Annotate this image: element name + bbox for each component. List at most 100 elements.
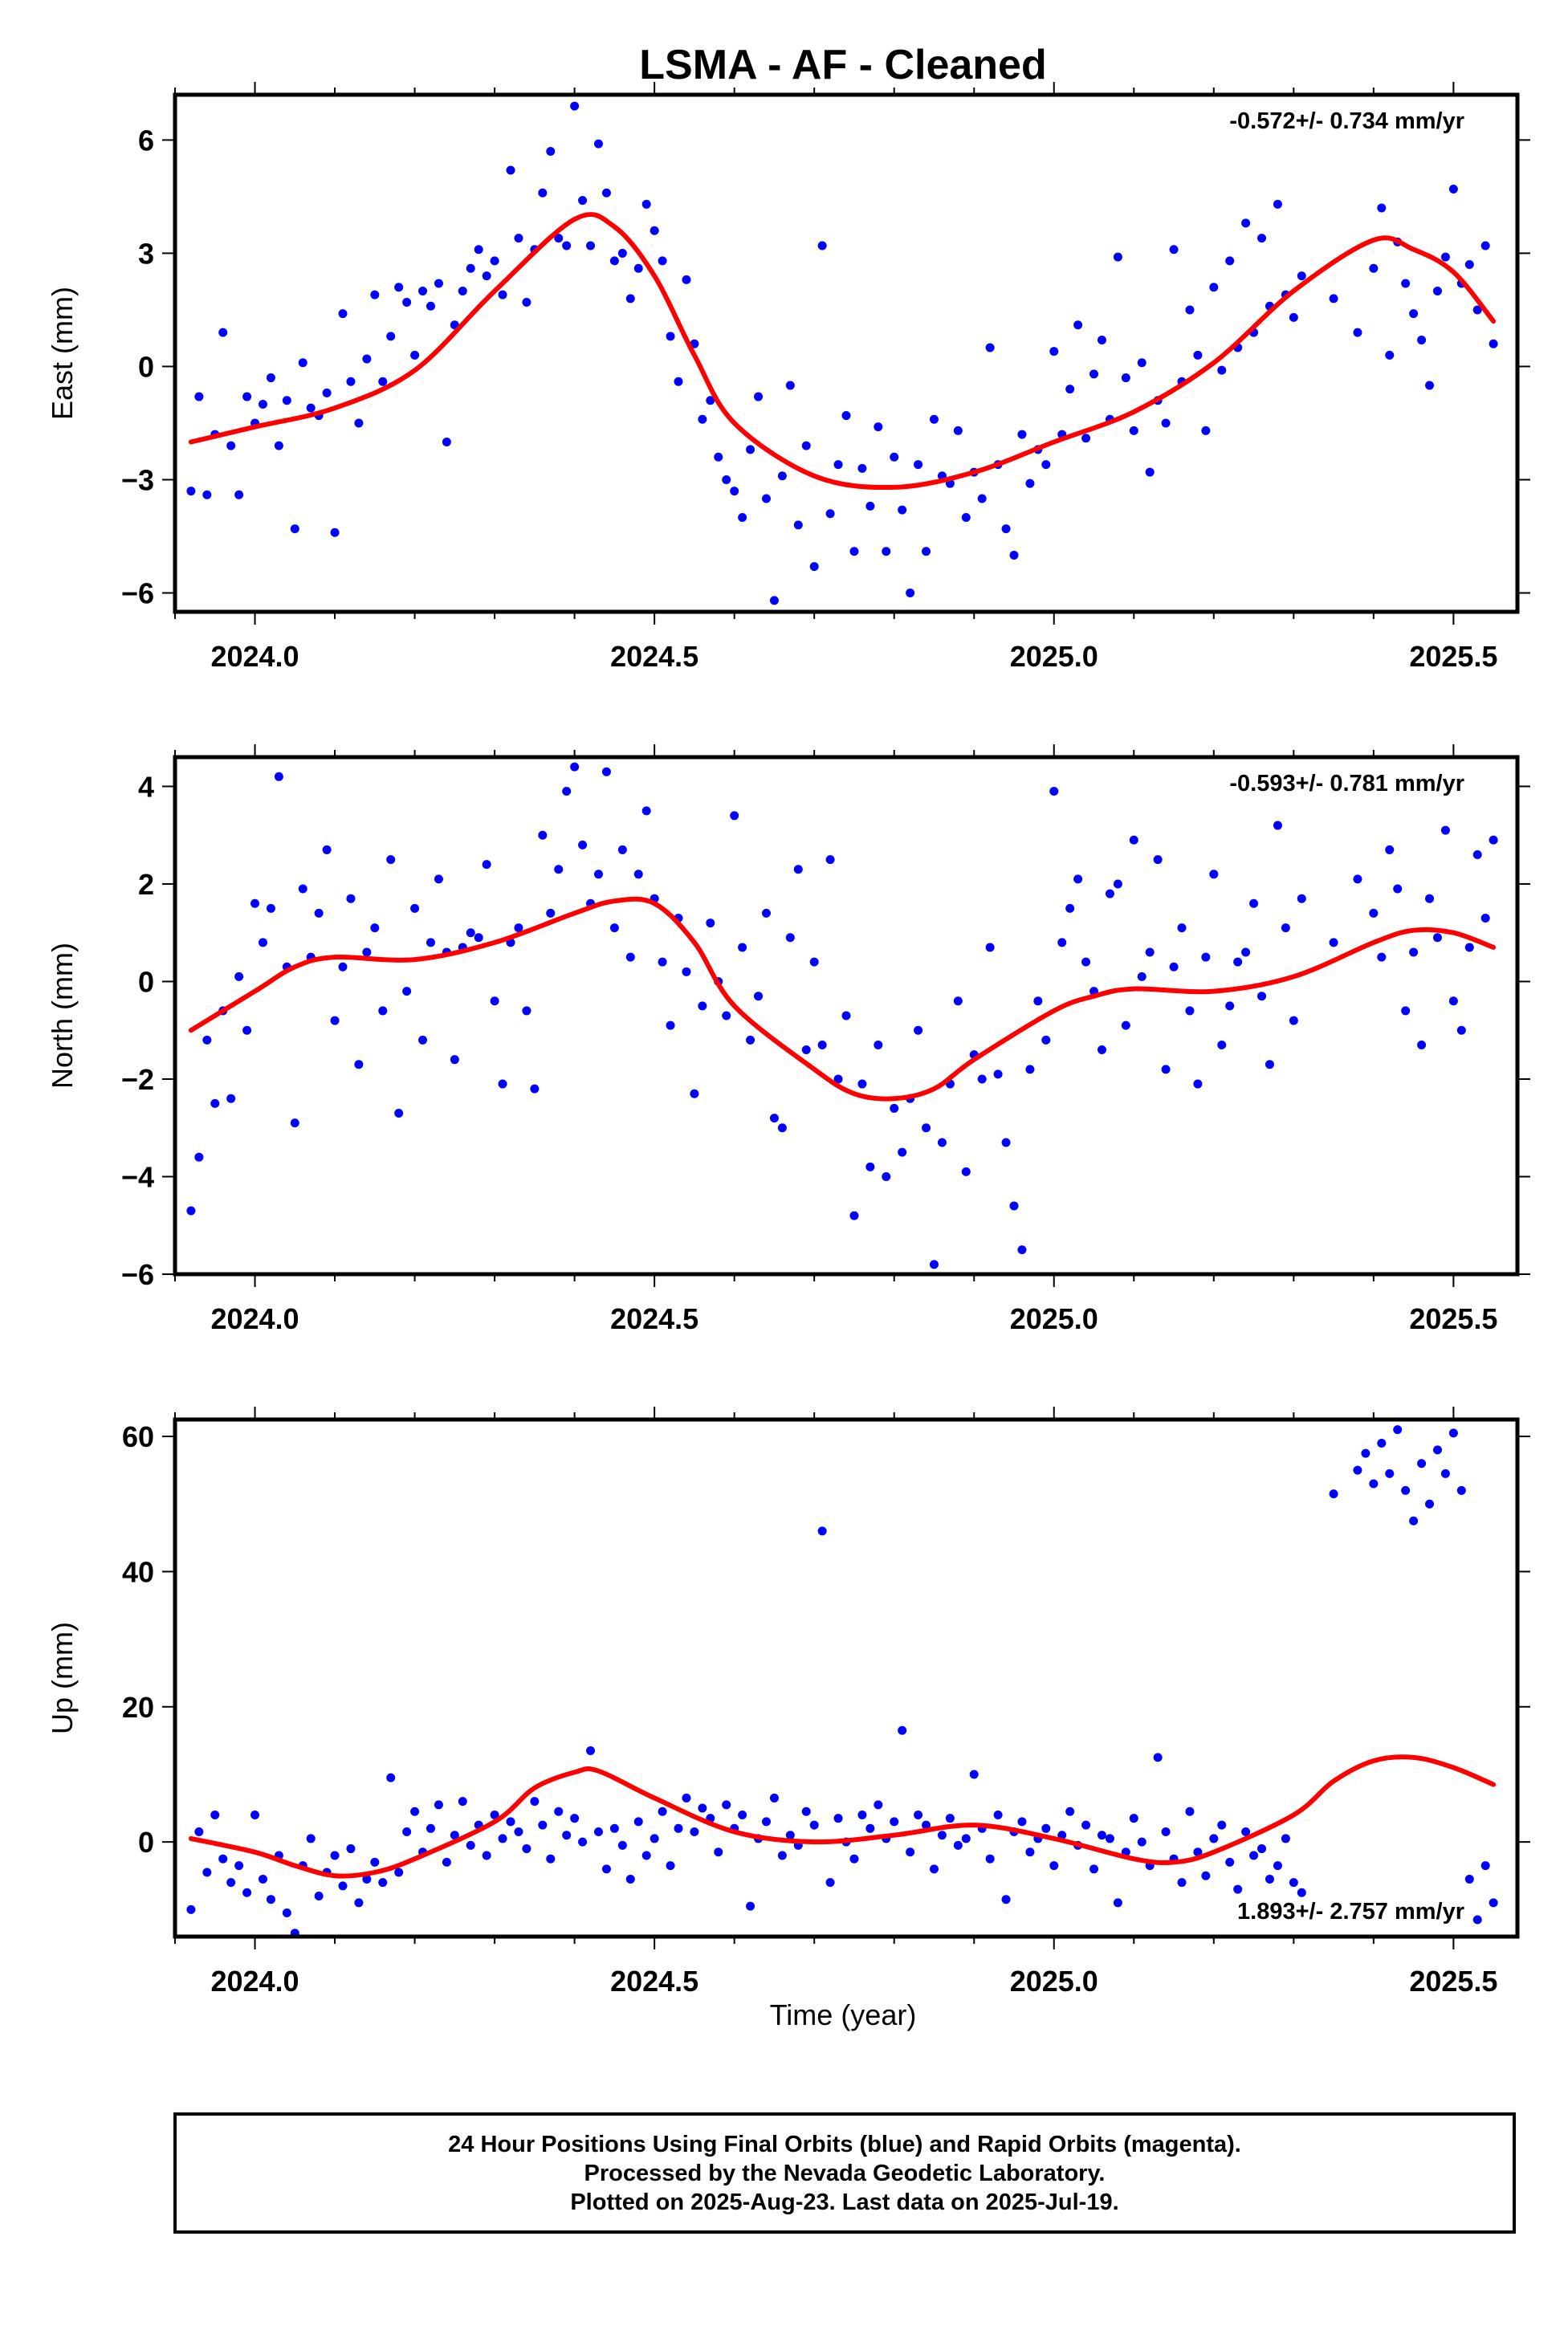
data-point [706,919,715,928]
data-point [338,1881,348,1891]
data-point [1329,1489,1338,1499]
data-point [985,1854,995,1864]
data-point [1089,369,1099,379]
x-tick-label: 2024.0 [210,640,299,673]
data-point [442,437,451,446]
data-point [898,1725,907,1735]
data-point [953,426,963,435]
data-point [1353,1465,1362,1475]
data-point [961,1167,971,1176]
data-point [890,1817,899,1827]
data-point [793,865,803,874]
data-point [882,547,891,556]
data-point [194,1152,204,1162]
data-point [1009,550,1019,560]
data-point [625,294,635,303]
data-point [538,1820,548,1830]
data-point [1249,898,1259,908]
data-point [833,460,843,470]
data-point [450,1831,459,1840]
y-tick-label: −3 [121,463,154,496]
data-point [362,947,372,957]
data-point [282,396,291,405]
data-point [777,1123,787,1133]
data-point [546,908,556,918]
data-point [250,898,260,908]
y-tick-label: 0 [138,1826,154,1859]
data-point [874,1040,883,1049]
data-point [666,332,675,341]
data-point [434,874,443,884]
data-point [1041,1035,1051,1045]
data-point [1217,1040,1227,1049]
data-point [1001,524,1011,534]
x-tick-label: 2025.0 [1010,1302,1098,1335]
data-point [633,870,643,879]
data-point [1281,923,1290,933]
data-point [1385,845,1395,854]
data-point [234,1861,244,1871]
data-point [1049,787,1059,796]
data-point [609,1823,619,1833]
data-point [402,1827,412,1837]
data-point [1161,1065,1171,1074]
data-point [730,487,739,496]
data-point [314,908,324,918]
data-point [482,1851,491,1860]
data-point [362,354,372,364]
data-point [290,1118,299,1128]
data-point [578,840,588,849]
data-point [714,452,723,462]
data-point [522,1844,531,1854]
data-point [314,1891,324,1900]
data-point [1273,821,1282,830]
data-point [1049,1861,1059,1871]
y-tick-label: 2 [138,868,154,901]
data-point [1257,992,1267,1001]
data-point [210,1098,220,1108]
east-panel: 2024.0 2024.5 2025.0 2025.5 −6 −3 0 3 6 -0.572+/-… [46,82,1530,673]
data-point [785,933,795,943]
data-point [1081,1820,1091,1830]
data-point [330,1851,340,1860]
up-panel: 2024.0 2024.5 2025.0 2025.5 0 20 40 60 1.893+/- … [46,1407,1530,1998]
data-point [874,1800,883,1810]
data-point [226,1094,236,1103]
x-tick-label: 2024.5 [610,1965,698,1998]
data-point [1369,263,1379,273]
data-point [650,226,659,235]
data-point [722,475,731,484]
y-tick-label: 0 [138,965,154,998]
data-point [1097,1831,1106,1840]
data-point [641,806,651,816]
data-point [682,967,691,976]
data-point [706,396,715,405]
data-point [1161,418,1171,428]
data-point [809,1820,819,1830]
data-point [1105,1834,1114,1843]
data-point [993,1810,1003,1819]
data-point [354,1898,364,1908]
data-point [922,1820,931,1830]
data-point [290,524,299,534]
data-point [322,388,332,397]
data-point [418,286,428,295]
data-point [698,1803,707,1813]
x-tick-label: 2025.5 [1409,1965,1497,1998]
data-point [841,411,851,421]
plot-frame [173,92,1520,614]
x-tick-label: 2024.0 [210,1965,299,1998]
data-point [633,263,643,273]
data-point [386,855,396,865]
data-point [1440,252,1450,262]
y-tick-label: 4 [138,770,154,803]
data-point [338,309,348,319]
data-point [242,1025,252,1035]
data-point [250,1810,260,1819]
data-point [1393,1425,1403,1435]
y-axis-label: North (mm) [46,943,79,1089]
fit-curve [188,896,1497,1102]
data-point [1041,1823,1051,1833]
data-point [593,1827,603,1837]
data-point [882,1171,891,1181]
